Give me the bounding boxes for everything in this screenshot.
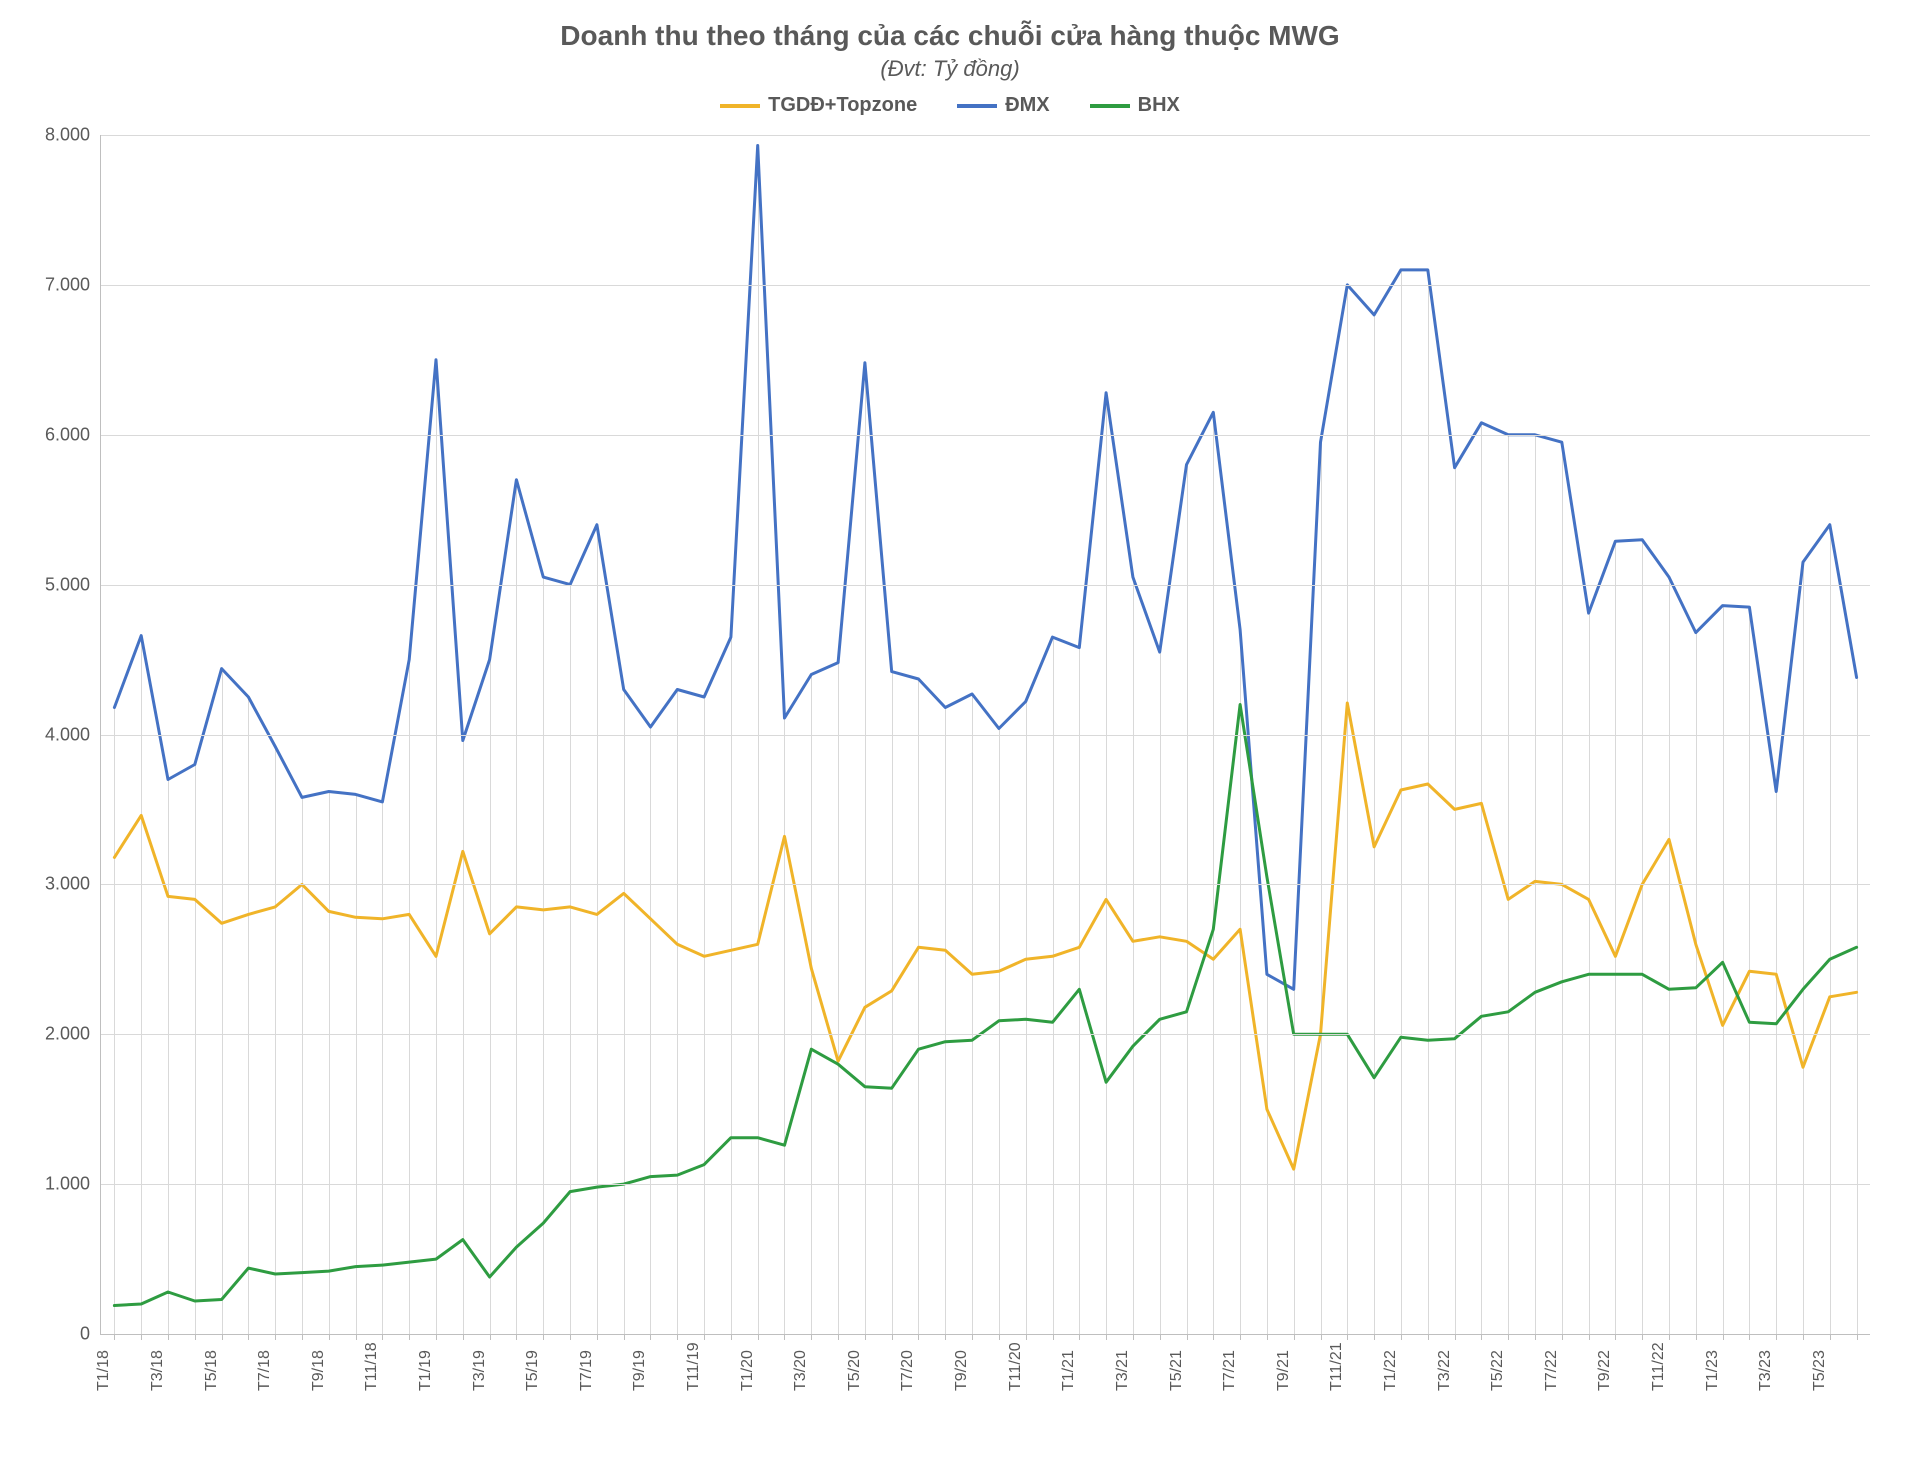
plot-wrap: 01.0002.0003.0004.0005.0006.0007.0008.00… — [20, 135, 1880, 1395]
gridline-h — [101, 585, 1870, 586]
x-tick-label: T7/19 — [578, 1350, 596, 1391]
y-tick-label: 7.000 — [45, 274, 90, 295]
series-line-ĐMX — [114, 146, 1856, 990]
y-tick-label: 4.000 — [45, 724, 90, 745]
y-tick-label: 8.000 — [45, 125, 90, 146]
x-tick-label: T9/18 — [310, 1350, 328, 1391]
x-tick-label: T1/18 — [95, 1350, 113, 1391]
x-tick-label: T1/20 — [739, 1350, 757, 1391]
x-tick-label: T11/21 — [1328, 1342, 1346, 1391]
x-tick-label: T11/18 — [363, 1342, 381, 1391]
x-tick-label: T11/19 — [685, 1342, 703, 1391]
gridline-h — [101, 285, 1870, 286]
gridline-h — [101, 735, 1870, 736]
x-tick-label: T5/20 — [846, 1350, 864, 1391]
x-tick-label: T1/22 — [1382, 1350, 1400, 1391]
x-tick-label: T1/19 — [417, 1350, 435, 1391]
legend-item-dmx: ĐMX — [957, 94, 1049, 117]
x-tick-label: T1/23 — [1704, 1350, 1722, 1391]
x-tick-label: T5/22 — [1489, 1350, 1507, 1391]
x-tick-label: T11/20 — [1007, 1342, 1025, 1391]
series-line-TGDĐ+Topzone — [114, 703, 1856, 1169]
x-tick-label: T9/20 — [953, 1350, 971, 1391]
y-axis: 01.0002.0003.0004.0005.0006.0007.0008.00… — [20, 135, 100, 1335]
x-tick-label: T3/19 — [471, 1350, 489, 1391]
y-tick-label: 3.000 — [45, 874, 90, 895]
chart-container: Doanh thu theo tháng của các chuỗi cửa h… — [0, 0, 1920, 1484]
x-tick-label: T5/18 — [203, 1350, 221, 1391]
legend-swatch-dmx — [957, 104, 997, 108]
legend-label: TGDĐ+Topzone — [768, 94, 917, 117]
plot-area — [100, 135, 1870, 1335]
legend-swatch-bhx — [1090, 104, 1130, 108]
y-tick-label: 0 — [80, 1324, 90, 1345]
x-tick-label: T7/21 — [1221, 1350, 1239, 1391]
gridline-h — [101, 435, 1870, 436]
y-tick-label: 1.000 — [45, 1174, 90, 1195]
x-tick-label: T3/20 — [792, 1350, 810, 1391]
x-tick-label: T7/22 — [1543, 1350, 1561, 1391]
x-tick-label: T5/21 — [1168, 1350, 1186, 1391]
gridline-h — [101, 1184, 1870, 1185]
chart-title: Doanh thu theo tháng của các chuỗi cửa h… — [20, 20, 1880, 52]
chart-legend: TGDĐ+Topzone ĐMX BHX — [20, 94, 1880, 117]
gridline-h — [101, 135, 1870, 136]
legend-label: BHX — [1138, 94, 1180, 117]
gridline-h — [101, 884, 1870, 885]
x-tick-label: T11/22 — [1650, 1342, 1668, 1391]
x-tick-label: T3/23 — [1757, 1350, 1775, 1391]
series-line-BHX — [114, 705, 1856, 1306]
x-tick-label: T5/23 — [1811, 1350, 1829, 1391]
x-tick-label: T3/21 — [1114, 1350, 1132, 1391]
legend-item-bhx: BHX — [1090, 94, 1180, 117]
x-tick-label: T9/19 — [631, 1350, 649, 1391]
y-tick-label: 6.000 — [45, 424, 90, 445]
y-tick-label: 5.000 — [45, 574, 90, 595]
y-tick-label: 2.000 — [45, 1024, 90, 1045]
x-tick-label: T9/22 — [1596, 1350, 1614, 1391]
legend-swatch-tgdd — [720, 104, 760, 108]
x-tick-label: T7/18 — [256, 1350, 274, 1391]
chart-title-block: Doanh thu theo tháng của các chuỗi cửa h… — [20, 20, 1880, 82]
gridline-h — [101, 1034, 1870, 1035]
legend-label: ĐMX — [1005, 94, 1049, 117]
x-tick-label: T7/20 — [899, 1350, 917, 1391]
x-tick-label: T3/22 — [1436, 1350, 1454, 1391]
x-tick-label: T5/19 — [524, 1350, 542, 1391]
chart-subtitle: (Đvt: Tỷ đồng) — [20, 56, 1880, 82]
x-tick-label: T3/18 — [149, 1350, 167, 1391]
legend-item-tgdd: TGDĐ+Topzone — [720, 94, 917, 117]
x-tick-label: T1/21 — [1060, 1350, 1078, 1391]
x-tick-label: T9/21 — [1275, 1350, 1293, 1391]
x-axis-labels: T1/18T3/18T5/18T7/18T9/18T11/18T1/19T3/1… — [100, 1335, 1870, 1395]
